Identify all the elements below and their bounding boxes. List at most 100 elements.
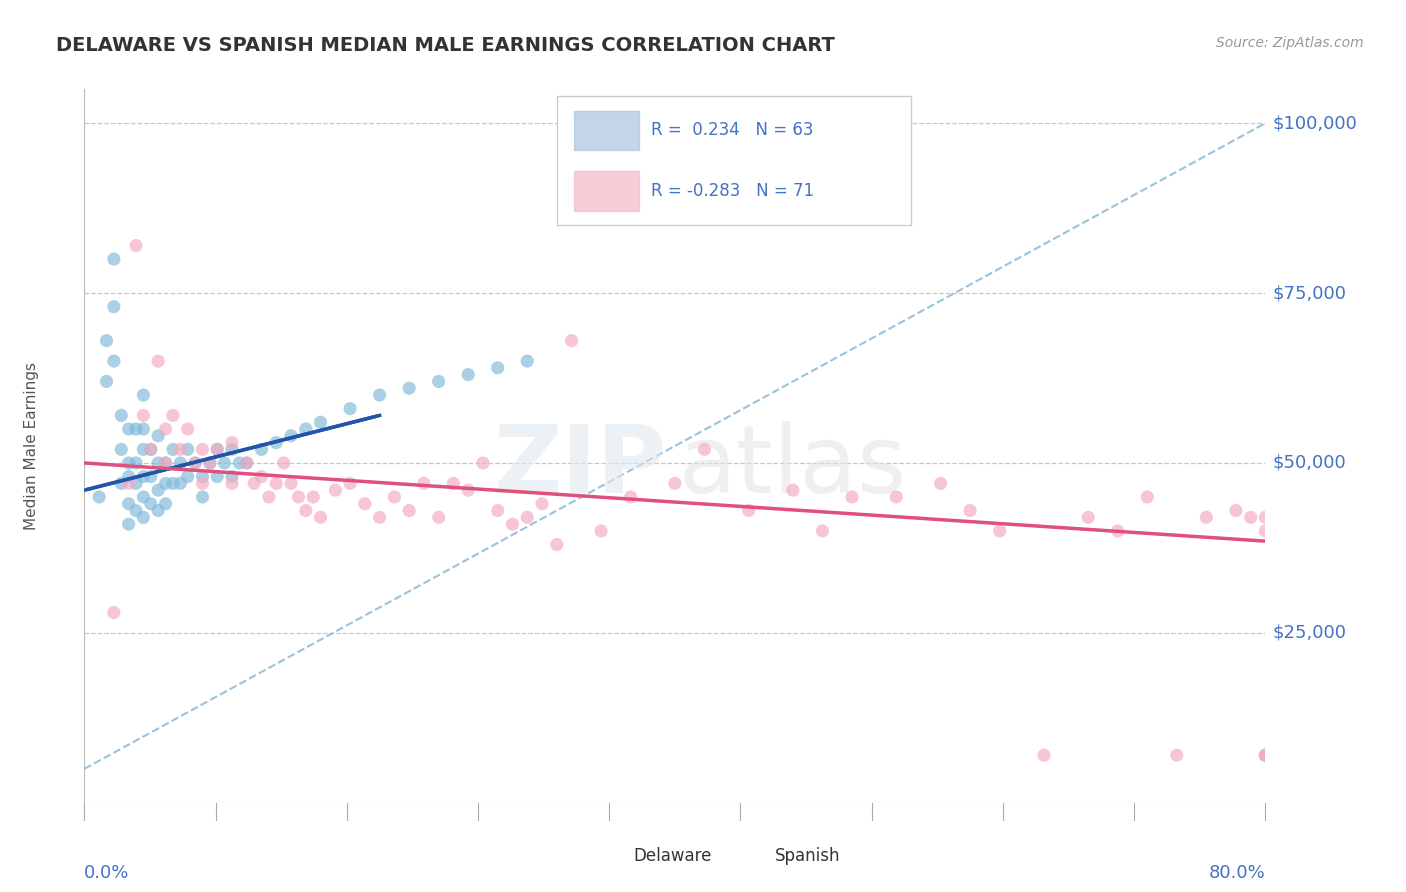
Text: R = -0.283   N = 71: R = -0.283 N = 71 <box>651 182 814 200</box>
Point <box>530 497 553 511</box>
Point <box>132 490 155 504</box>
Point <box>177 442 200 457</box>
Point <box>280 476 302 491</box>
Point <box>250 442 273 457</box>
Point <box>257 490 280 504</box>
Point <box>619 490 641 504</box>
Point <box>368 510 391 524</box>
Point <box>295 503 318 517</box>
Text: ZIP: ZIP <box>494 421 666 514</box>
Point <box>427 510 450 524</box>
Point <box>235 456 259 470</box>
Text: R =  0.234   N = 63: R = 0.234 N = 63 <box>651 121 814 139</box>
Point <box>191 476 214 491</box>
Bar <box>575 111 640 150</box>
Point <box>591 524 613 538</box>
Point <box>132 409 155 423</box>
Point <box>427 375 450 389</box>
Point <box>169 456 191 470</box>
Point <box>184 456 207 470</box>
Point <box>96 375 118 389</box>
Point <box>516 354 538 368</box>
Point <box>132 469 155 483</box>
Point <box>148 483 170 498</box>
Text: Median Male Earnings: Median Male Earnings <box>24 362 39 530</box>
Point <box>472 456 495 470</box>
Point <box>191 442 214 457</box>
Point <box>1254 524 1277 538</box>
Point <box>155 497 177 511</box>
Point <box>221 435 243 450</box>
Point <box>148 503 170 517</box>
Point <box>205 469 228 483</box>
Point <box>169 442 191 457</box>
Point <box>929 476 952 491</box>
Point <box>398 381 420 395</box>
Point <box>235 456 259 470</box>
Point <box>1254 510 1277 524</box>
Point <box>841 490 863 504</box>
Point <box>546 537 568 551</box>
Point <box>132 422 155 436</box>
Point <box>1032 748 1054 763</box>
Point <box>198 456 221 470</box>
Point <box>139 497 162 511</box>
Point <box>664 476 686 491</box>
Point <box>139 442 162 457</box>
Point <box>103 606 125 620</box>
Bar <box>557 96 911 225</box>
Text: Delaware: Delaware <box>634 847 711 865</box>
Point <box>155 456 177 470</box>
Point <box>103 252 125 266</box>
Bar <box>592 842 627 871</box>
Point <box>110 476 132 491</box>
Point <box>413 476 436 491</box>
Point <box>354 497 377 511</box>
Bar <box>734 842 769 871</box>
Point <box>110 442 132 457</box>
Point <box>103 300 125 314</box>
Point <box>295 422 318 436</box>
Text: Spanish: Spanish <box>775 847 841 865</box>
Text: 0.0%: 0.0% <box>84 864 129 882</box>
Text: DELAWARE VS SPANISH MEDIAN MALE EARNINGS CORRELATION CHART: DELAWARE VS SPANISH MEDIAN MALE EARNINGS… <box>56 36 835 54</box>
Point <box>501 517 523 532</box>
Point <box>339 476 361 491</box>
Point <box>1166 748 1188 763</box>
Bar <box>575 171 640 211</box>
Point <box>125 503 148 517</box>
Point <box>214 456 236 470</box>
Point <box>132 388 155 402</box>
Point <box>1254 748 1277 763</box>
Point <box>382 490 406 504</box>
Point <box>191 469 214 483</box>
Point <box>110 409 132 423</box>
Point <box>118 497 141 511</box>
Point <box>243 476 266 491</box>
Point <box>738 503 761 517</box>
Text: $50,000: $50,000 <box>1272 454 1347 472</box>
Point <box>87 490 111 504</box>
Point <box>441 476 464 491</box>
Point <box>221 476 243 491</box>
Point <box>486 503 509 517</box>
Point <box>302 490 325 504</box>
Point <box>457 483 479 498</box>
Point <box>118 456 141 470</box>
Point <box>516 510 538 524</box>
Point <box>486 360 509 375</box>
Point <box>1254 748 1277 763</box>
Point <box>155 456 177 470</box>
Point <box>398 503 420 517</box>
Point <box>125 238 148 252</box>
Point <box>139 469 162 483</box>
Point <box>264 476 288 491</box>
Point <box>368 388 391 402</box>
Point <box>118 517 141 532</box>
Point <box>148 456 170 470</box>
Point <box>125 476 148 491</box>
Point <box>457 368 479 382</box>
Point <box>148 354 170 368</box>
Point <box>96 334 118 348</box>
Point <box>886 490 908 504</box>
